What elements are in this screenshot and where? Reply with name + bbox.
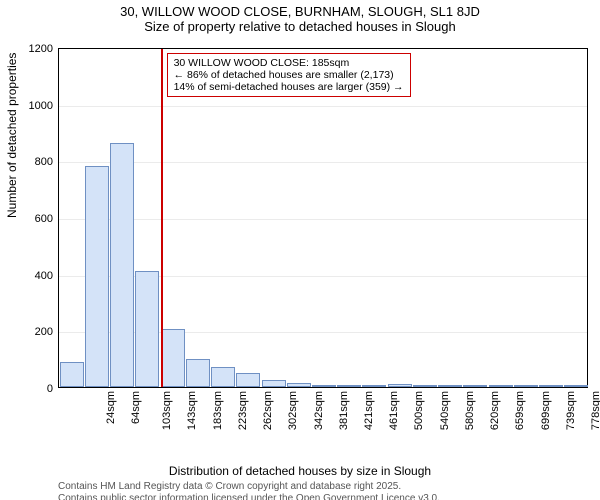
x-axis-label: Distribution of detached houses by size … [0, 464, 600, 478]
y-tick-label: 800 [35, 156, 59, 168]
x-tick-label: 183sqm [212, 391, 224, 430]
y-tick-label: 0 [47, 383, 59, 395]
histogram-bar [110, 143, 134, 387]
chart-title-line1: 30, WILLOW WOOD CLOSE, BURNHAM, SLOUGH, … [0, 4, 600, 19]
x-tick-label: 302sqm [287, 391, 299, 430]
gridline [59, 106, 587, 107]
x-tick-label: 421sqm [363, 391, 375, 430]
gridline [59, 219, 587, 220]
x-tick-label: 381sqm [338, 391, 350, 430]
histogram-bar [85, 166, 109, 387]
histogram-bar [514, 385, 538, 387]
histogram-bar [413, 385, 437, 387]
x-tick-label: 143sqm [186, 391, 198, 430]
gridline [59, 162, 587, 163]
x-tick-label: 64sqm [130, 391, 142, 424]
x-tick-label: 342sqm [313, 391, 325, 430]
x-tick-label: 223sqm [237, 391, 249, 430]
histogram-bar [186, 359, 210, 387]
histogram-bar [262, 380, 286, 387]
y-tick-label: 600 [35, 213, 59, 225]
reference-line [161, 49, 163, 387]
chart-title-line2: Size of property relative to detached ho… [0, 19, 600, 34]
x-tick-label: 659sqm [515, 391, 527, 430]
y-axis-label: Number of detached properties [5, 53, 19, 218]
histogram-bar [539, 385, 563, 387]
y-tick-label: 1000 [29, 100, 59, 112]
x-tick-label: 699sqm [540, 391, 552, 430]
x-tick-label: 262sqm [262, 391, 274, 430]
histogram-bar [362, 385, 386, 387]
histogram-bar [564, 385, 588, 387]
property-size-chart: 30, WILLOW WOOD CLOSE, BURNHAM, SLOUGH, … [0, 4, 600, 500]
x-tick-label: 461sqm [388, 391, 400, 430]
x-tick-label: 580sqm [464, 391, 476, 430]
x-tick-label: 778sqm [590, 391, 600, 430]
annotation-line: 30 WILLOW WOOD CLOSE: 185sqm [174, 57, 404, 69]
histogram-bar [337, 385, 361, 387]
histogram-bar [211, 367, 235, 387]
annotation-box: 30 WILLOW WOOD CLOSE: 185sqm← 86% of det… [167, 53, 411, 97]
histogram-bar [489, 385, 513, 387]
x-tick-label: 739sqm [565, 391, 577, 430]
y-tick-label: 1200 [29, 43, 59, 55]
annotation-line: ← 86% of detached houses are smaller (2,… [174, 69, 404, 81]
histogram-bar [388, 384, 412, 387]
histogram-bar [236, 373, 260, 387]
x-tick-label: 103sqm [161, 391, 173, 430]
histogram-bar [161, 329, 185, 387]
y-tick-label: 400 [35, 270, 59, 282]
y-tick-label: 200 [35, 326, 59, 338]
histogram-bar [463, 385, 487, 387]
histogram-bar [60, 362, 84, 388]
x-tick-label: 500sqm [414, 391, 426, 430]
footnote-line1: Contains HM Land Registry data © Crown c… [58, 481, 401, 492]
histogram-bar [135, 271, 159, 387]
footnote-line2: Contains public sector information licen… [58, 493, 440, 500]
histogram-bar [312, 385, 336, 387]
x-tick-label: 620sqm [489, 391, 501, 430]
x-tick-label: 540sqm [439, 391, 451, 430]
plot-area: 02004006008001000120024sqm64sqm103sqm143… [58, 48, 588, 388]
histogram-bar [438, 385, 462, 387]
annotation-line: 14% of semi-detached houses are larger (… [174, 81, 404, 93]
histogram-bar [287, 383, 311, 387]
x-tick-label: 24sqm [105, 391, 117, 424]
